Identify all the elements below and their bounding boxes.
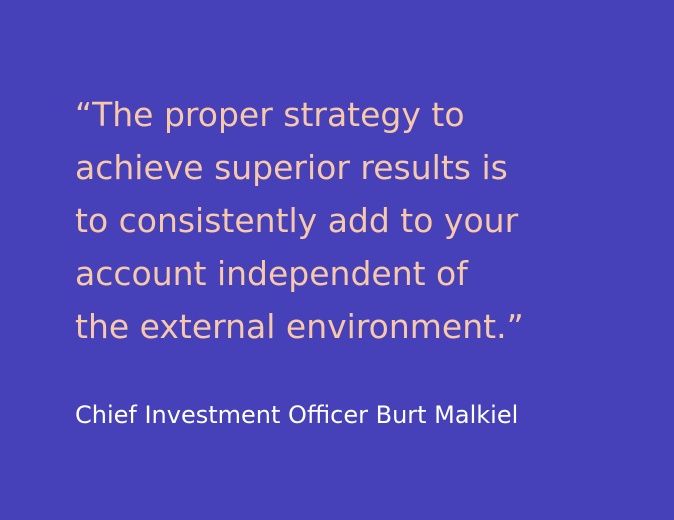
quote-line-4: account independent of	[75, 254, 468, 293]
attribution: Chief Investment Officer Burt Malkiel	[75, 401, 519, 429]
quote-line-3: to consistently add to your	[75, 201, 519, 240]
quote-line-1: “The proper strategy to	[75, 95, 465, 134]
quote-line-2: achieve superior results is	[75, 148, 508, 187]
quote-line-5: the external environment.”	[75, 307, 524, 346]
quote-text: “The proper strategy to achieve superior…	[75, 88, 674, 353]
